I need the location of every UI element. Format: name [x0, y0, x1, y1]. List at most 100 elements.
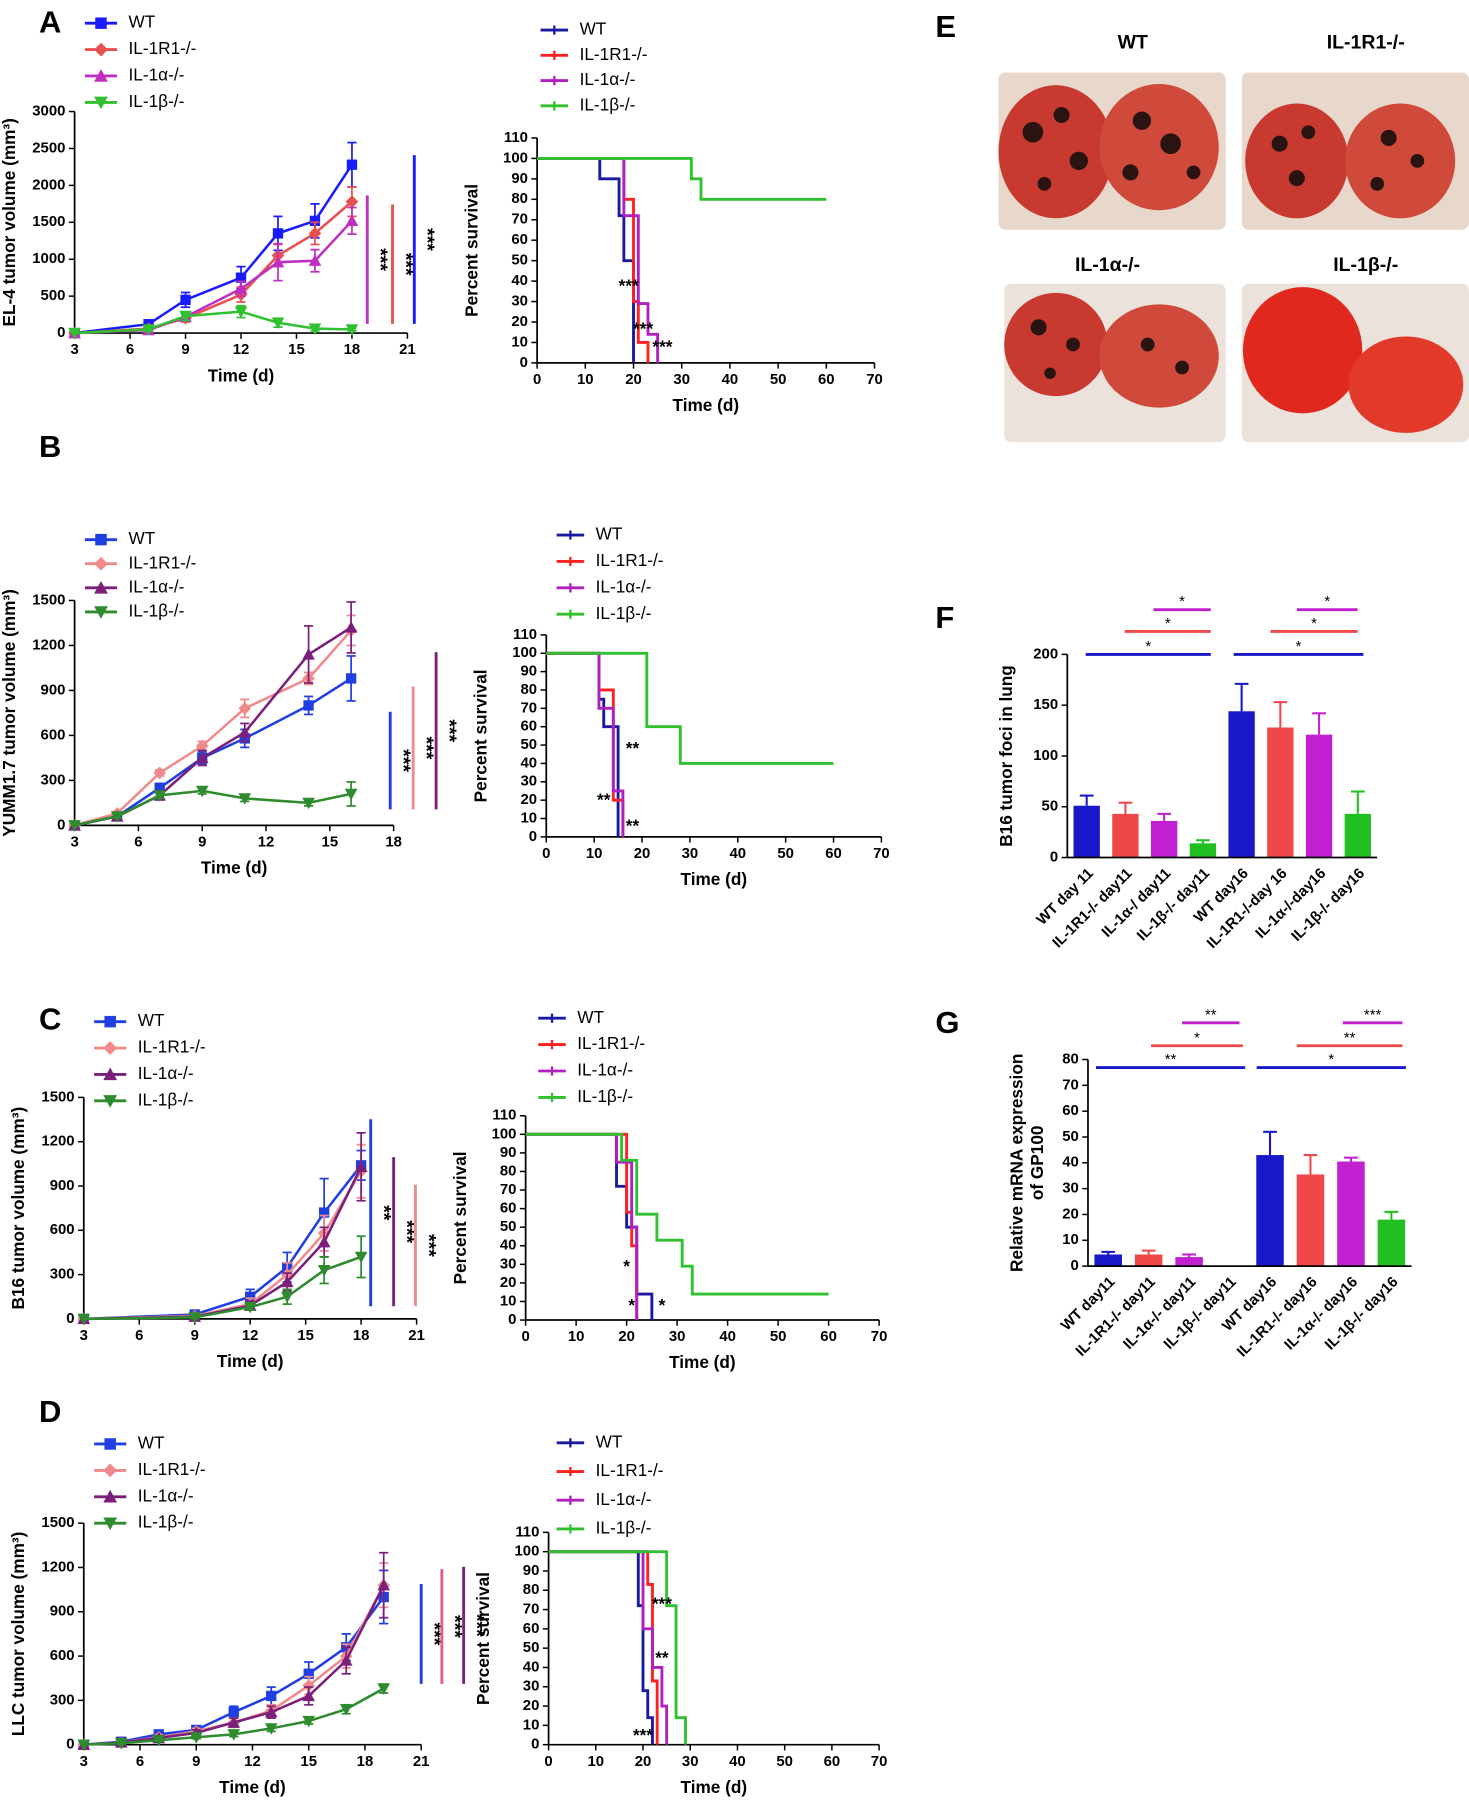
error-bar	[1350, 790, 1365, 814]
y-tick-label: 3000	[32, 103, 65, 119]
x-tick-label: 12	[242, 1328, 259, 1344]
y-tick-label: 600	[50, 1648, 75, 1664]
x-tick-label: 50	[777, 846, 794, 862]
y-tick-label: 40	[511, 273, 528, 289]
survival-curve	[548, 1550, 654, 1745]
y-tick-label: 100	[515, 1544, 540, 1560]
legend-label: IL-1R1-/-	[138, 1037, 206, 1057]
y-tick-label: 80	[511, 191, 528, 207]
marker	[302, 1679, 316, 1692]
axes: 0 10 20 30 40 50 60 70 80 90 100 110 0 10 20 30 40 50 60 70…	[461, 130, 882, 415]
bar	[1305, 734, 1333, 858]
line	[83, 1166, 363, 1321]
x-tick-label: 10	[586, 846, 603, 862]
comparison-label: *	[1194, 1030, 1200, 1046]
axes: 0 300 600 900 1200 1500 3 6 9 12 15 18 21 B16 tumor v…	[8, 1089, 425, 1371]
series: IL-1β-/-	[525, 1086, 829, 1296]
x-tick-label: 9	[181, 342, 189, 358]
x-tick-label: 10	[577, 372, 594, 388]
y-tick-label: 900	[50, 1178, 75, 1194]
marker	[266, 1690, 277, 1702]
error-bar	[1273, 701, 1288, 728]
marker	[318, 1207, 330, 1218]
marker	[195, 751, 209, 764]
y-tick-label: 40	[1062, 1155, 1079, 1171]
comparison-label: *	[1311, 616, 1317, 632]
axes: 0 10 20 30 40 50 60 70 80 90 100 110 0 10 20 30 40 50 60 70…	[471, 627, 890, 889]
marker	[344, 621, 358, 633]
x-axis-label: Time (d)	[217, 1351, 284, 1371]
x-tick-label: 30	[682, 846, 699, 862]
y-tick-label: 50	[511, 253, 528, 269]
legend-label: WT	[138, 1010, 165, 1030]
marker	[77, 1313, 91, 1326]
x-tick-label: 60	[824, 1754, 841, 1770]
y-tick-label: 110	[513, 627, 537, 643]
marker	[94, 606, 108, 619]
series: IL-1β-/-	[546, 603, 834, 765]
significance-label: *	[659, 1295, 666, 1315]
bar	[1337, 1161, 1365, 1267]
y-tick-label: 30	[1062, 1181, 1079, 1197]
marker	[302, 1689, 316, 1702]
y-tick-label: 80	[523, 1582, 540, 1598]
x-tick-label: 12	[233, 342, 250, 358]
legend-label: IL-1α-/-	[129, 576, 185, 596]
y-tick-label: 1200	[32, 637, 65, 653]
x-axis-label: Time (d)	[219, 1777, 286, 1797]
x-tick-label: 30	[682, 1754, 699, 1770]
series: WT	[78, 1010, 367, 1325]
comparison-label: *	[1165, 616, 1171, 632]
axes: 0 300 600 900 1200 1500 3 6 9 12 15 18 21 LLC tumor v…	[8, 1515, 429, 1797]
marker	[68, 327, 81, 340]
panel-label: D	[39, 1394, 61, 1429]
error-bar	[1182, 1253, 1197, 1258]
bar	[1175, 1257, 1203, 1267]
y-tick-label: 0	[66, 1737, 74, 1753]
x-tick-label: 0	[521, 1329, 529, 1345]
y-axis-label: EL-4 tumor volume (mm³)	[0, 118, 19, 326]
marker	[264, 1723, 278, 1735]
marker	[77, 1739, 91, 1751]
panel-label: G	[935, 1005, 959, 1040]
marker	[103, 1463, 118, 1478]
x-tick-label: 30	[673, 372, 690, 388]
y-tick-label: 0	[520, 355, 528, 371]
y-tick-label: 20	[511, 314, 528, 330]
marker	[114, 1738, 128, 1750]
marker	[179, 310, 192, 323]
y-tick-label: 30	[523, 1679, 540, 1695]
significance-label: **	[373, 1205, 395, 1221]
comparison-label: **	[1165, 1052, 1177, 1068]
comparison-label: **	[1344, 1030, 1356, 1046]
y-axis-label-line: of GP100	[1027, 1126, 1047, 1201]
legend-label: WT	[129, 528, 156, 548]
comparison-label: *	[1296, 639, 1302, 655]
significance-label: ***	[415, 737, 437, 760]
bar	[1344, 813, 1371, 858]
photo-panel: WT IL-1R1-/- IL-1α-/- IL-1β-/-	[998, 31, 1469, 443]
y-axis-label: Percent survival	[450, 1151, 470, 1284]
marker	[243, 1301, 257, 1314]
y-axis-label: LLC tumor volume (mm³)	[8, 1532, 28, 1737]
significance-label: **	[626, 738, 640, 758]
marker	[152, 1735, 166, 1747]
x-tick-label: 15	[288, 342, 305, 358]
marker	[308, 254, 322, 266]
y-axis-label: YUMM1.7 tumor volume (mm³)	[0, 589, 19, 837]
lung	[1345, 103, 1456, 219]
x-tick-label: 10	[568, 1329, 585, 1345]
legend-label: IL-1α-/-	[138, 1485, 194, 1505]
legend-label: IL-1β-/-	[138, 1512, 194, 1532]
lung	[1004, 292, 1108, 397]
series: WT	[548, 1431, 654, 1745]
error-bar	[1157, 812, 1172, 821]
marker	[189, 1732, 203, 1744]
y-tick-label: 500	[41, 288, 66, 304]
marker	[280, 1275, 294, 1288]
y-tick-label: 0	[57, 325, 65, 341]
x-tick-label: 40	[729, 1754, 746, 1770]
y-tick-label: 50	[1062, 1129, 1079, 1145]
line	[74, 629, 353, 827]
marker	[377, 1578, 391, 1591]
